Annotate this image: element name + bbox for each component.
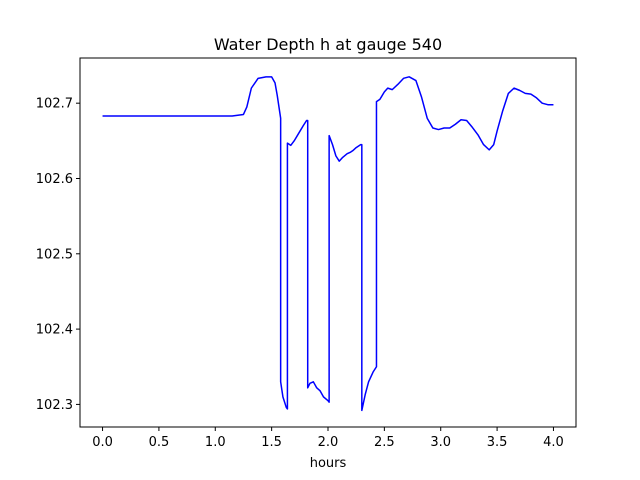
y-tick-label: 102.5 bbox=[36, 247, 73, 262]
x-axis: 0.0 0.5 1.0 1.5 2.0 2.5 3.0 3.5 4.0 bbox=[92, 427, 564, 450]
y-tick-label: 102.7 bbox=[36, 97, 73, 112]
x-axis-label: hours bbox=[310, 456, 347, 471]
x-tick-label: 1.0 bbox=[205, 435, 226, 450]
x-tick-label: 3.5 bbox=[487, 435, 508, 450]
x-tick-label: 3.0 bbox=[430, 435, 451, 450]
x-tick-label: 4.0 bbox=[543, 435, 564, 450]
chart-title: Water Depth h at gauge 540 bbox=[214, 35, 442, 54]
y-axis: 102.3 102.4 102.5 102.6 102.7 bbox=[36, 97, 80, 413]
x-tick-label: 0.0 bbox=[92, 435, 113, 450]
plot-area bbox=[102, 76, 554, 412]
y-tick-label: 102.3 bbox=[36, 398, 73, 413]
series-line bbox=[102, 76, 554, 412]
x-tick-label: 1.5 bbox=[261, 435, 282, 450]
x-tick-label: 2.0 bbox=[318, 435, 339, 450]
y-tick-label: 102.6 bbox=[36, 172, 73, 187]
y-tick-label: 102.4 bbox=[36, 323, 73, 338]
x-tick-label: 2.5 bbox=[374, 435, 395, 450]
x-tick-label: 0.5 bbox=[149, 435, 170, 450]
